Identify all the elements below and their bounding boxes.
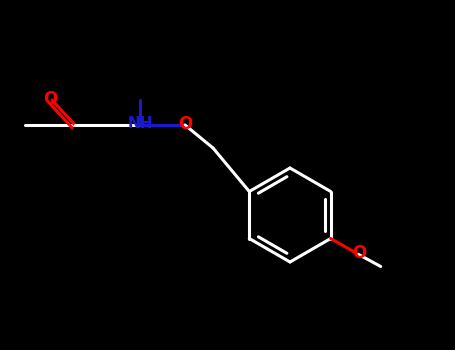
Text: O: O bbox=[43, 90, 57, 108]
Text: O: O bbox=[353, 245, 367, 262]
Text: NH: NH bbox=[127, 117, 153, 132]
Text: O: O bbox=[178, 115, 192, 133]
